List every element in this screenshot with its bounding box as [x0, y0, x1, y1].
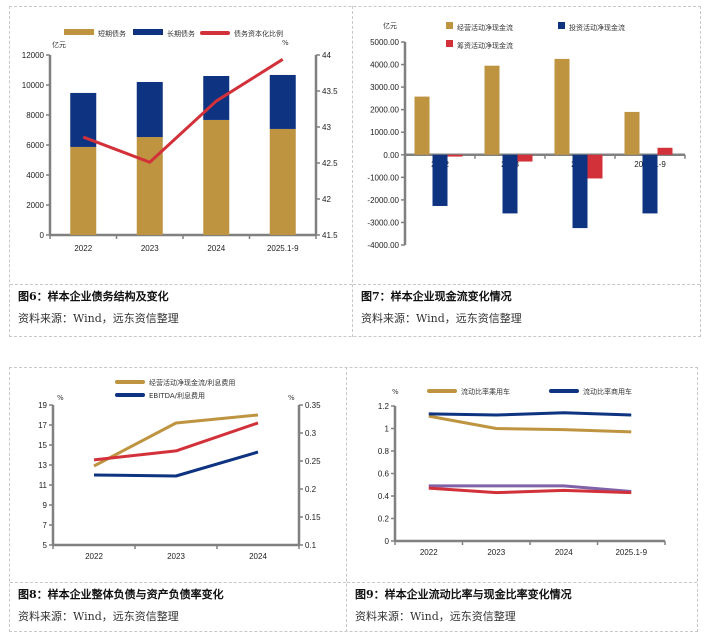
panel-divider-top	[352, 6, 353, 337]
figure-8-title: 图8：样本企业整体负债与资产负债率变化	[18, 588, 224, 601]
figure-panel-top	[9, 6, 701, 337]
panel-divider-bottom	[346, 367, 347, 632]
figure-7-title: 图7：样本企业现金流变化情况	[361, 290, 512, 303]
figure-9-caption-box: 图9：样本企业流动比率与现金比率变化情况 资料来源：Wind，远东资信整理	[347, 582, 697, 631]
figure-8-caption-box: 图8：样本企业整体负债与资产负债率变化 资料来源：Wind，远东资信整理	[10, 582, 346, 631]
figure-6-source: 资料来源：Wind，远东资信整理	[18, 312, 179, 325]
figure-9-source: 资料来源：Wind，远东资信整理	[355, 610, 516, 623]
figure-panel-bottom	[9, 367, 698, 632]
figure-8-source: 资料来源：Wind，远东资信整理	[18, 610, 179, 623]
figure-7-caption-box: 图7：样本企业现金流变化情况 资料来源：Wind，远东资信整理	[353, 284, 700, 336]
figure-7-source: 资料来源：Wind，远东资信整理	[361, 312, 522, 325]
figure-6-caption-box: 图6：样本企业债务结构及变化 资料来源：Wind，远东资信整理	[10, 284, 352, 336]
figure-9-title: 图9：样本企业流动比率与现金比率变化情况	[355, 588, 572, 601]
figure-6-title: 图6：样本企业债务结构及变化	[18, 290, 169, 303]
